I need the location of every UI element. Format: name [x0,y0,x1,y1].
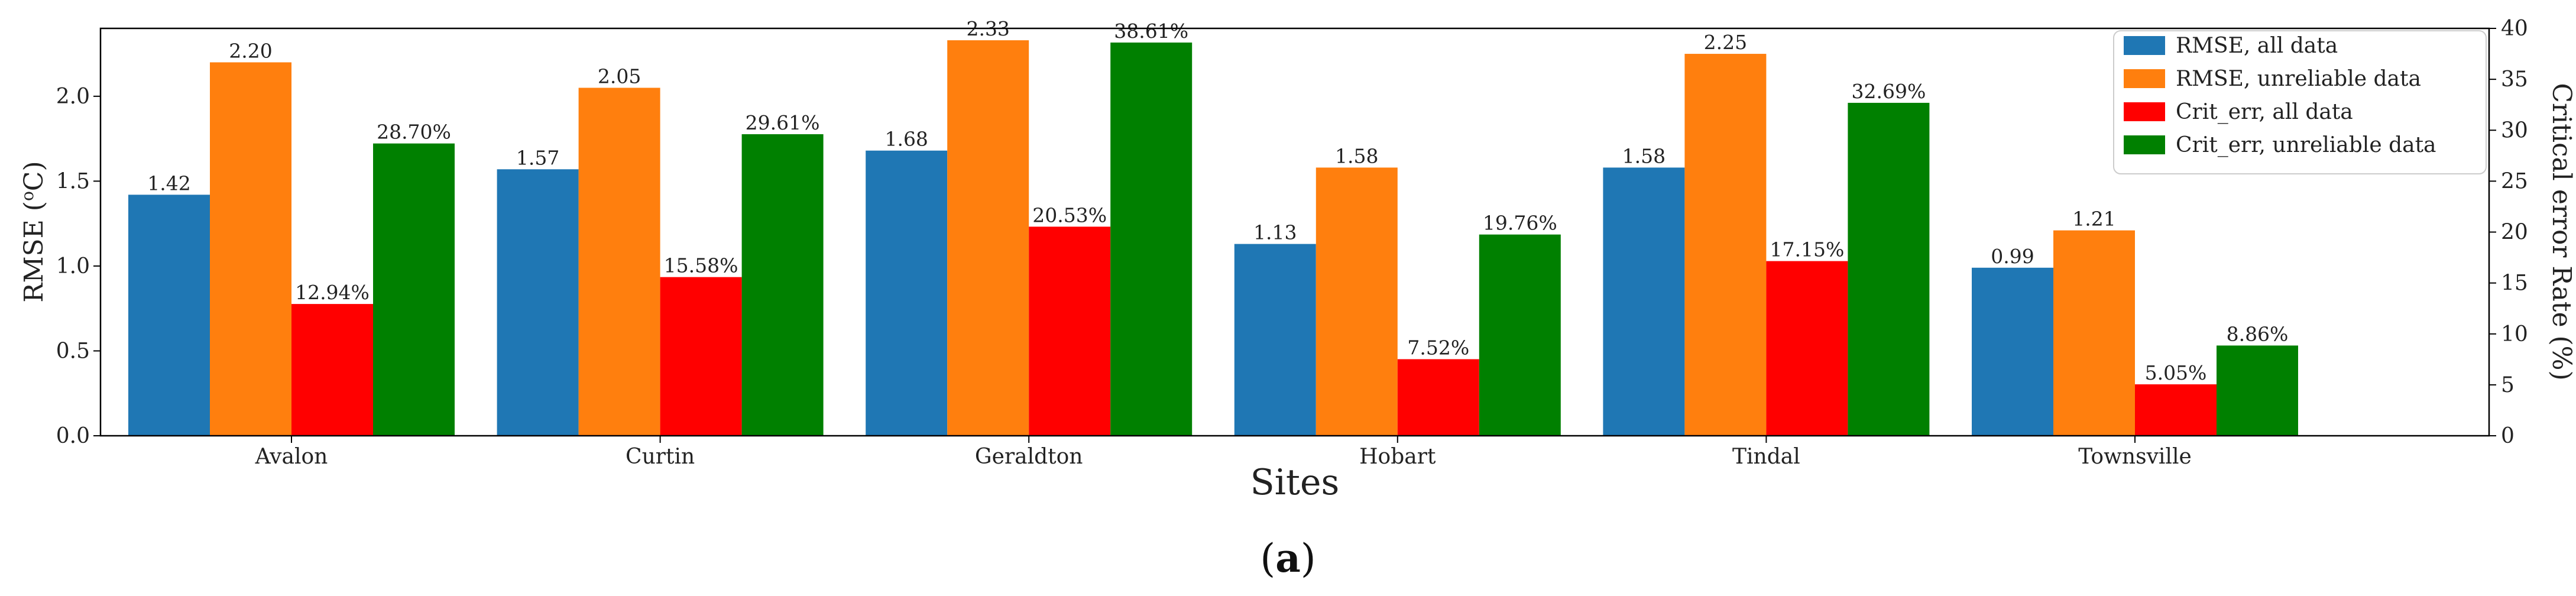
caption-close-paren: ) [1300,536,1316,581]
bar-crit-err-all-data-avalon [291,304,373,436]
bar-value-label: 1.42 [147,171,190,195]
bar-crit-err-unreliable-data-tindal [1848,102,1930,436]
bar-rmse-unreliable-data-geraldton [947,40,1029,436]
bar-value-label: 5.05% [2145,361,2207,384]
bar-value-label: 28.70% [377,121,451,144]
left-axis-ticks: 0.0 0.5 1.0 1.5 2.0 [56,85,101,448]
legend-label: Crit_err, all data [2176,100,2353,124]
bar-value-label: 29.61% [746,111,820,134]
bar-rmse-unreliable-data-hobart [1315,167,1398,436]
right-axis-ticks: 0 5 10 15 20 25 30 35 40 [2489,17,2528,448]
bar-value-label: 17.15% [1770,238,1844,261]
right-tick-label: 30 [2501,118,2528,142]
bar-crit-err-unreliable-data-curtin [741,134,824,436]
figure-caption: (a) [0,535,2576,581]
legend-label: RMSE, all data [2176,34,2338,58]
x-tick-label: Geraldton [975,445,1083,469]
bar-value-label: 8.86% [2227,322,2289,345]
y-axis-label-right: Critical error Rate (%) [2546,83,2576,380]
bar-crit-err-unreliable-data-townsville [2217,345,2298,436]
legend-swatch [2124,102,2165,121]
caption-open-paren: ( [1260,536,1276,581]
legend-swatch [2124,36,2165,55]
right-tick-label: 15 [2501,271,2528,296]
legend-label: RMSE, unreliable data [2176,67,2421,91]
bar-value-label: 19.76% [1483,212,1557,235]
x-tick-label: Hobart [1359,445,1436,469]
bar-crit-err-all-data-townsville [2135,384,2217,436]
legend-entries: RMSE, all data RMSE, unreliable data Crit_… [2124,34,2436,157]
bar-value-label: 1.21 [2072,208,2115,231]
left-tick-label: 1.5 [56,169,90,193]
bar-labels-layer: 1.42 2.20 12.94% 28.70% 1.57 2.05 15.58% 29.61%… [147,17,2288,384]
bars-layer [128,40,2298,436]
bar-rmse-all-data-curtin [497,169,579,436]
bar-value-label: 1.13 [1253,221,1297,244]
bar-value-label: 1.58 [1335,144,1378,167]
bar-rmse-all-data-townsville [1972,267,2053,436]
x-axis-label: Sites [1250,462,1340,503]
bar-value-label: 1.57 [516,146,559,169]
right-tick-label: 35 [2501,67,2528,92]
bar-rmse-all-data-avalon [128,195,210,436]
right-tick-label: 20 [2501,221,2528,245]
bar-rmse-all-data-hobart [1234,244,1316,436]
x-tick-label: Curtin [626,445,695,469]
legend-swatch [2124,135,2165,154]
bar-value-label: 32.69% [1851,80,1926,103]
bar-crit-err-unreliable-data-hobart [1479,234,1561,436]
bar-crit-err-unreliable-data-avalon [373,143,455,436]
x-tick-label: Avalon [255,445,328,469]
left-tick-label: 2.0 [56,85,90,109]
bar-crit-err-all-data-curtin [660,277,742,436]
bar-value-label: 38.61% [1114,20,1188,43]
right-tick-label: 40 [2501,17,2528,41]
x-tick-label: Tindal [1732,445,1800,469]
bar-value-label: 2.25 [1704,31,1747,54]
x-axis-ticks: Avalon Curtin Geraldton Hobart Tindal Townsvi… [255,436,2192,469]
right-tick-label: 0 [2501,424,2515,448]
bar-value-label: 2.05 [598,64,641,88]
bar-value-label: 2.20 [229,39,272,62]
right-tick-label: 5 [2501,373,2515,397]
legend-label: Crit_err, unreliable data [2176,133,2436,157]
left-tick-label: 0.5 [56,339,90,363]
legend: RMSE, all data RMSE, unreliable data Crit_… [2113,30,2487,174]
bar-value-label: 20.53% [1032,203,1107,226]
bar-value-label: 0.99 [1991,245,2034,268]
bar-crit-err-unreliable-data-geraldton [1110,42,1193,436]
legend-box [2113,30,2487,174]
bar-rmse-unreliable-data-townsville [2053,230,2135,436]
right-tick-label: 25 [2501,169,2528,193]
bar-rmse-unreliable-data-curtin [578,88,660,436]
bar-value-label: 1.58 [1622,144,1666,167]
right-tick-label: 10 [2501,322,2528,346]
bar-value-label: 15.58% [664,254,738,277]
bar-value-label: 12.94% [295,281,370,304]
bar-crit-err-all-data-tindal [1766,261,1848,436]
y-axis-label-left: RMSE (oC) [18,161,49,302]
bar-value-label: 1.68 [884,128,928,151]
bar-crit-err-all-data-geraldton [1029,226,1111,436]
left-tick-label: 0.0 [56,424,90,448]
bar-crit-err-all-data-hobart [1397,359,1479,436]
left-tick-label: 1.0 [56,254,90,278]
bar-rmse-unreliable-data-tindal [1684,54,1767,436]
bar-rmse-all-data-tindal [1603,167,1685,436]
bar-rmse-unreliable-data-avalon [210,62,291,436]
bar-rmse-all-data-geraldton [866,150,948,436]
bar-value-label: 7.52% [1407,336,1469,359]
x-tick-label: Townsville [2078,445,2192,469]
caption-letter: a [1275,535,1301,581]
legend-swatch [2124,69,2165,88]
